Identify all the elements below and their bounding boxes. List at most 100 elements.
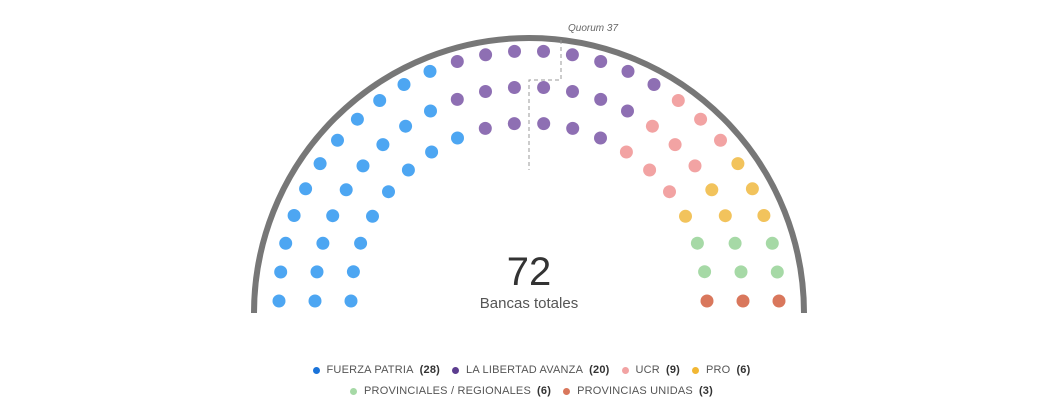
seat-68[interactable] bbox=[734, 265, 748, 279]
seat-21[interactable] bbox=[401, 163, 415, 177]
quorum-label: Quorum 37 bbox=[568, 23, 618, 34]
seat-5[interactable] bbox=[310, 265, 324, 279]
seat-47[interactable] bbox=[621, 104, 634, 118]
seat-9[interactable] bbox=[354, 236, 368, 250]
hemicycle-arc bbox=[251, 35, 807, 314]
legend-row-1: FUERZA PATRIA (28) LA LIBERTAD AVANZA (2… bbox=[0, 364, 1063, 376]
seat-11[interactable] bbox=[326, 209, 340, 223]
seat-23[interactable] bbox=[399, 119, 413, 133]
seat-36[interactable] bbox=[508, 44, 521, 58]
seat-44[interactable] bbox=[594, 92, 608, 106]
seat-3[interactable] bbox=[272, 294, 286, 308]
quorum-line bbox=[528, 40, 562, 170]
seat-6[interactable] bbox=[346, 265, 360, 279]
legend-label: FUERZA PATRIA bbox=[326, 364, 414, 376]
seat-72[interactable] bbox=[772, 294, 786, 308]
legend-item-provincias-unidas: PROVINCIAS UNIDAS (3) bbox=[563, 385, 713, 397]
seat-63[interactable] bbox=[757, 209, 771, 222]
seat-39[interactable] bbox=[537, 117, 551, 131]
seat-2[interactable] bbox=[308, 294, 322, 308]
seat-20[interactable] bbox=[376, 138, 390, 152]
seat-26[interactable] bbox=[424, 104, 437, 118]
seat-18[interactable] bbox=[331, 133, 344, 147]
seat-35[interactable] bbox=[507, 81, 521, 94]
legend-dot bbox=[312, 366, 320, 374]
seat-34[interactable] bbox=[507, 117, 521, 131]
legend-row-2: PROVINCIALES / REGIONALES (6) PROVINCIAS… bbox=[0, 385, 1063, 397]
seat-51[interactable] bbox=[671, 94, 685, 107]
total-seats-value: 72 bbox=[507, 250, 552, 294]
legend-count: (20) bbox=[589, 364, 610, 376]
seat-50[interactable] bbox=[645, 119, 659, 133]
seat-59[interactable] bbox=[705, 183, 719, 197]
seat-25[interactable] bbox=[397, 78, 411, 91]
legend-dot bbox=[350, 387, 358, 395]
seat-64[interactable] bbox=[690, 236, 704, 250]
seat-56[interactable] bbox=[688, 159, 702, 173]
seat-37[interactable] bbox=[537, 44, 550, 58]
legend-dot bbox=[563, 387, 571, 395]
seat-28[interactable] bbox=[423, 64, 437, 78]
seat-19[interactable] bbox=[350, 112, 364, 126]
seat-13[interactable] bbox=[366, 209, 379, 223]
seat-45[interactable] bbox=[621, 64, 635, 78]
seat-67[interactable] bbox=[698, 265, 712, 279]
parliament-chart: Quorum 37 72 Bancas totales bbox=[251, 23, 807, 314]
legend-label: UCR bbox=[635, 364, 660, 376]
seat-48[interactable] bbox=[647, 78, 661, 91]
seat-61[interactable] bbox=[745, 182, 759, 196]
legend-dot bbox=[692, 366, 699, 374]
legend-count: (6) bbox=[537, 385, 552, 397]
seat-55[interactable] bbox=[714, 133, 727, 147]
seat-42[interactable] bbox=[566, 121, 580, 135]
seat-15[interactable] bbox=[313, 157, 327, 171]
legend-item-ucr: UCR (9) bbox=[621, 364, 680, 376]
seat-30[interactable] bbox=[450, 55, 464, 68]
legend-count: (6) bbox=[736, 364, 751, 376]
seat-53[interactable] bbox=[668, 138, 682, 152]
seat-49[interactable] bbox=[619, 145, 633, 159]
seat-70[interactable] bbox=[700, 294, 714, 308]
legend-item-provinciales-regionales: PROVINCIALES / REGIONALES (6) bbox=[350, 385, 551, 397]
seat-27[interactable] bbox=[451, 131, 464, 145]
seat-4[interactable] bbox=[274, 265, 288, 279]
seat-17[interactable] bbox=[356, 159, 370, 173]
seat-66[interactable] bbox=[765, 236, 779, 250]
legend-dot bbox=[452, 366, 460, 374]
seat-24[interactable] bbox=[425, 145, 439, 159]
legend-label: PROVINCIALES / REGIONALES bbox=[364, 385, 532, 397]
seat-8[interactable] bbox=[316, 236, 330, 250]
seat-38[interactable] bbox=[537, 81, 551, 94]
seat-31[interactable] bbox=[478, 121, 492, 135]
legend-item-fuerza-patria: FUERZA PATRIA (28) bbox=[312, 364, 441, 376]
seat-7[interactable] bbox=[279, 236, 293, 250]
seat-60[interactable] bbox=[679, 209, 692, 223]
seat-41[interactable] bbox=[566, 85, 579, 98]
legend-item-la-libertad-avanza: LA LIBERTAD AVANZA (20) bbox=[452, 364, 609, 376]
seat-57[interactable] bbox=[663, 185, 676, 199]
seat-29[interactable] bbox=[450, 92, 464, 106]
seat-33[interactable] bbox=[479, 48, 493, 62]
seat-43[interactable] bbox=[594, 55, 608, 68]
seat-58[interactable] bbox=[731, 157, 745, 171]
seat-22[interactable] bbox=[373, 94, 387, 107]
legend-count: (3) bbox=[698, 385, 713, 397]
seat-32[interactable] bbox=[479, 85, 492, 98]
seat-46[interactable] bbox=[594, 131, 607, 145]
seat-10[interactable] bbox=[287, 209, 301, 222]
seat-65[interactable] bbox=[728, 236, 742, 250]
seat-16[interactable] bbox=[382, 185, 395, 199]
seat-62[interactable] bbox=[718, 209, 732, 223]
seat-12[interactable] bbox=[299, 182, 313, 196]
legend-label: PRO bbox=[706, 364, 731, 376]
legend-count: (9) bbox=[665, 364, 680, 376]
seat-54[interactable] bbox=[694, 112, 708, 126]
seat-group bbox=[272, 44, 786, 308]
seat-40[interactable] bbox=[565, 48, 579, 62]
legend-dot bbox=[621, 366, 629, 374]
seat-1[interactable] bbox=[344, 294, 358, 308]
seat-71[interactable] bbox=[736, 294, 750, 308]
seat-52[interactable] bbox=[643, 163, 657, 177]
seat-14[interactable] bbox=[339, 183, 353, 197]
seat-69[interactable] bbox=[770, 265, 784, 279]
